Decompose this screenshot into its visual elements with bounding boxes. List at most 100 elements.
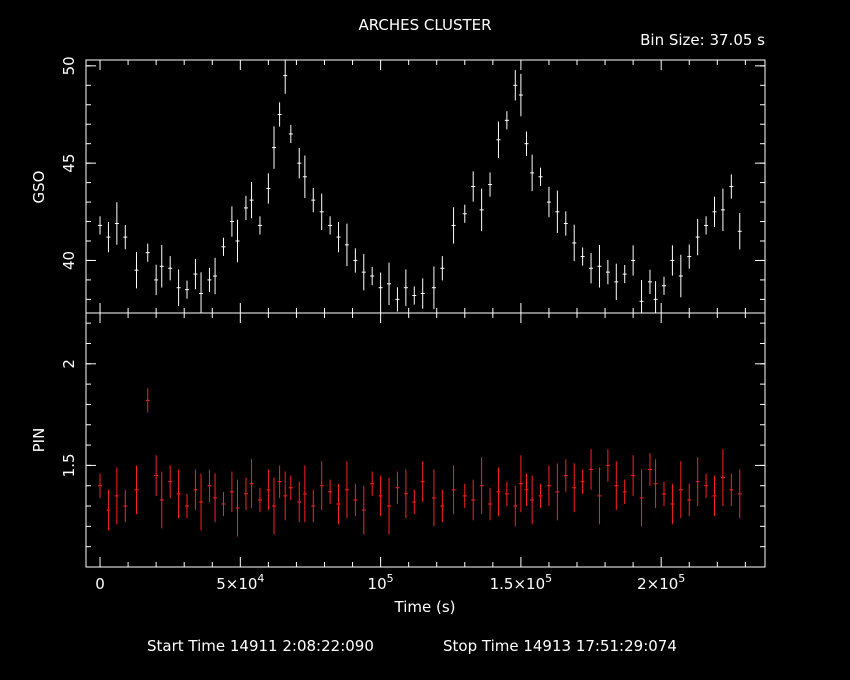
gso-data-point — [555, 190, 560, 234]
gso-data-point — [653, 281, 658, 313]
pin-data-point — [479, 457, 484, 515]
pin-data-point — [496, 467, 501, 517]
pin-data-point — [213, 473, 218, 523]
gso-data-point — [168, 256, 173, 281]
gso-data-point — [530, 154, 535, 192]
pin-data-point — [134, 465, 139, 515]
pin-data-point — [176, 469, 181, 519]
gso-data-point — [257, 216, 262, 235]
pin-data-point — [729, 473, 734, 507]
gso-data-point — [221, 237, 226, 256]
gso-data-point — [631, 245, 636, 276]
gso-data-point — [513, 70, 518, 101]
gso-data-point — [462, 204, 467, 223]
gso-data-point — [687, 244, 692, 269]
pin-ticks: 1.52 — [60, 313, 765, 568]
gso-data-point — [580, 247, 585, 266]
pin-data-point — [572, 463, 577, 513]
gso-data-point — [563, 211, 568, 236]
pin-data-point — [462, 483, 467, 509]
bin-size-label: Bin Size: 37.05 s — [640, 31, 765, 49]
pin-data-point — [229, 471, 234, 513]
y-tick-label: 40 — [60, 251, 78, 270]
gso-data-point — [451, 207, 456, 244]
gso-data-point — [134, 251, 139, 289]
gso-data-point — [114, 202, 119, 245]
gso-data-point — [729, 174, 734, 199]
pin-data-point — [193, 469, 198, 511]
gso-data-point — [504, 111, 509, 130]
gso-data-point — [639, 280, 644, 313]
pin-data-point — [471, 479, 476, 521]
pin-data-point — [546, 465, 551, 507]
pin-data-point — [243, 477, 248, 511]
gso-data-point — [243, 195, 248, 221]
pin-data-point — [387, 477, 392, 535]
pin-data-point — [639, 469, 644, 527]
gso-data-point — [395, 287, 400, 312]
gso-data-point — [572, 224, 577, 262]
pin-data-point — [647, 453, 652, 486]
x-tick-label: 0 — [95, 575, 105, 593]
pin-data-point — [440, 489, 445, 523]
gso-data-point — [471, 171, 476, 202]
pin-data-point — [737, 469, 742, 519]
pin-data-point — [670, 483, 675, 525]
y-tick-label: 2 — [60, 359, 78, 369]
gso-data-point — [370, 266, 375, 286]
gso-data-point — [229, 206, 234, 237]
gso-data-point — [440, 256, 445, 281]
pin-data-point — [631, 455, 636, 496]
pin-data-point — [451, 465, 456, 515]
gso-data-point — [420, 278, 425, 309]
pin-data-point — [311, 489, 316, 523]
pin-data-point — [277, 465, 282, 498]
pin-frame — [85, 312, 766, 568]
gso-data-point — [159, 245, 164, 288]
pin-panel: PIN 1.52 — [30, 312, 766, 568]
gso-data-point — [199, 272, 204, 313]
gso-data-point — [271, 126, 276, 169]
x-tick-label: 105 — [368, 572, 394, 593]
pin-data-point — [504, 481, 509, 507]
gso-series — [98, 60, 742, 313]
gso-data-point — [266, 173, 271, 204]
gso-data-point — [538, 167, 543, 186]
pin-data-point — [344, 461, 349, 519]
y-tick-label: 50 — [60, 56, 78, 75]
gso-data-point — [302, 155, 307, 199]
pin-data-point — [353, 483, 358, 517]
pin-data-point — [403, 469, 408, 519]
gso-data-point — [431, 266, 436, 309]
gso-data-point — [622, 264, 627, 284]
pin-data-point — [412, 489, 417, 515]
pin-axis-label: PIN — [30, 428, 48, 453]
gso-panel: GSO 40 45 50 — [30, 56, 766, 314]
gso-data-point — [328, 216, 333, 235]
pin-data-point — [297, 481, 302, 523]
gso-data-point — [311, 187, 316, 213]
gso-data-point — [319, 193, 324, 231]
gso-data-point — [378, 272, 383, 303]
gso-data-point — [524, 131, 529, 156]
gso-data-point — [695, 218, 700, 256]
pin-data-point — [266, 469, 271, 511]
pin-data-point — [524, 473, 529, 507]
x-tick-label: 1.5×105 — [490, 572, 553, 593]
pin-data-point — [257, 487, 262, 513]
pin-data-point — [336, 483, 341, 525]
x-tick-labels: 0 5×104 105 1.5×105 2×105 — [95, 572, 685, 593]
pin-data-point — [154, 455, 159, 496]
pin-data-point — [605, 449, 610, 482]
gso-data-point — [670, 245, 675, 276]
pin-data-point — [271, 477, 276, 535]
gso-data-point — [361, 253, 366, 291]
gso-data-point — [488, 172, 493, 197]
pin-data-point — [319, 461, 324, 511]
x-tick-label: 2×105 — [637, 572, 685, 593]
pin-data-point — [580, 469, 585, 494]
pin-data-point — [661, 481, 666, 507]
pin-data-point — [168, 465, 173, 498]
gso-data-point — [605, 259, 610, 285]
